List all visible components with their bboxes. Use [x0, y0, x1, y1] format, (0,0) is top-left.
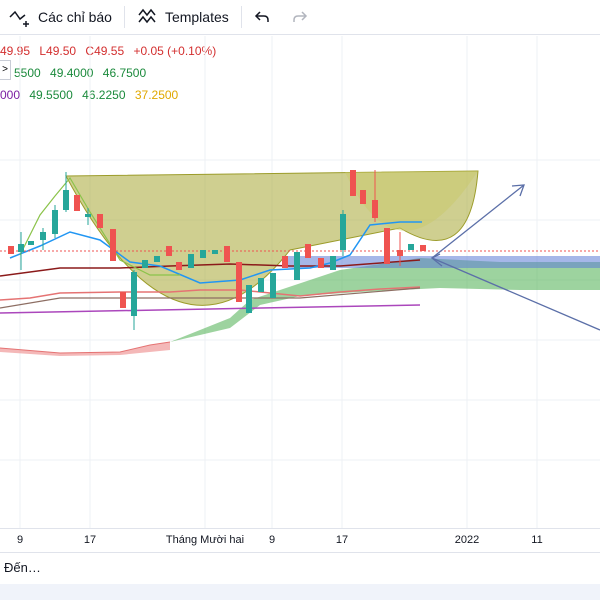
toolbar-divider [240, 6, 242, 28]
x-axis: 9 17 Tháng Mười hai 9 17 2022 11 [0, 528, 600, 549]
projection-arrows [430, 184, 600, 331]
candles [8, 170, 426, 330]
legend-value: 46.2250 [82, 88, 126, 102]
x-tick: 17 [83, 534, 97, 546]
indicators-label: Các chỉ báo [38, 9, 112, 25]
redo-button[interactable] [284, 0, 322, 34]
goto-date-label[interactable]: Đến… [4, 560, 41, 575]
templates-icon [138, 8, 156, 24]
legend-change: +0.05 (+0.10%) [133, 44, 217, 58]
legend-collapse-toggle[interactable]: > [0, 60, 11, 80]
x-tick: 11 [531, 534, 543, 546]
redo-icon [293, 11, 307, 22]
x-tick: 17 [335, 534, 349, 546]
ichimoku-cloud-green [170, 258, 600, 342]
legend-value: 49.5500 [29, 88, 73, 102]
legend-value: 49.4000 [50, 66, 94, 80]
lagging-line [0, 286, 421, 301]
x-tick: 2022 [454, 534, 480, 546]
legend-close: C49.55 [85, 44, 125, 58]
collapse-marker: > [2, 64, 8, 75]
x-tick: 9 [268, 534, 276, 546]
top-toolbar: Các chỉ báo Templates [0, 0, 600, 35]
legend-value: 000 [0, 88, 21, 102]
toolbar-divider [123, 6, 125, 28]
legend-value: 46.7500 [102, 66, 147, 80]
bottom-panel [0, 584, 600, 600]
indicator-legend-1: 5500 49.4000 46.7500 [14, 66, 152, 80]
legend-high: 49.95 [0, 44, 31, 58]
purple-line [0, 304, 421, 314]
legend-value: 5500 [14, 66, 41, 80]
ohlc-legend: 49.95 L49.50 C49.55 +0.05 (+0.10%) [0, 44, 222, 58]
templates-button[interactable]: Templates [129, 0, 237, 34]
cup-handle [345, 171, 478, 231]
ichimoku-cloud-red [0, 342, 170, 356]
templates-label: Templates [164, 9, 229, 25]
indicators-icon [9, 10, 29, 27]
undo-button[interactable] [246, 0, 284, 34]
x-tick: Tháng Mười hai [165, 534, 245, 546]
undo-icon [254, 11, 269, 22]
indicators-button[interactable]: Các chỉ báo [0, 0, 120, 34]
goto-date-bar[interactable]: Đến… [0, 552, 600, 581]
indicator-legend-2: 000 49.5500 46.2250 37.2500 [0, 88, 184, 102]
legend-low: L49.50 [39, 44, 77, 58]
price-chart[interactable] [0, 36, 600, 528]
x-tick: 9 [16, 534, 24, 546]
dark-line [0, 287, 421, 309]
legend-value: 37.2500 [134, 88, 179, 102]
